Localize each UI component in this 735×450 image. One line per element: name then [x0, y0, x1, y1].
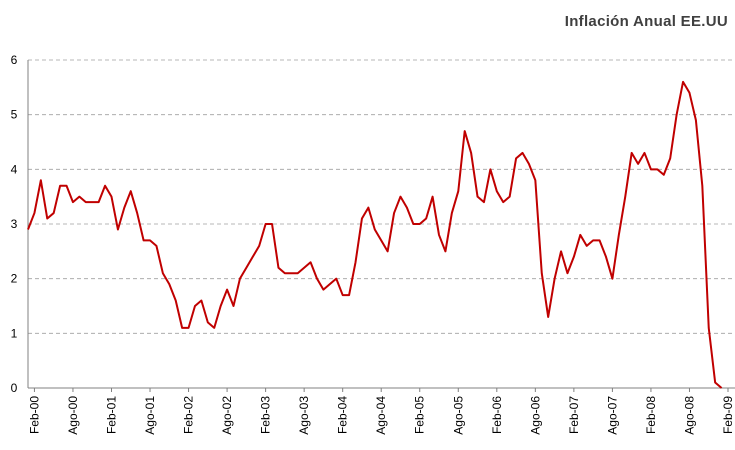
x-tick-label: Ago-01: [143, 396, 157, 435]
y-tick-label: 3: [11, 217, 18, 231]
x-tick-label: Feb-06: [490, 396, 504, 434]
x-tick-label: Ago-08: [682, 396, 696, 435]
y-tick-label: 6: [11, 53, 18, 67]
y-tick-label: 4: [11, 162, 18, 176]
x-tick-label: Feb-07: [567, 396, 581, 434]
x-tick-label: Feb-04: [336, 396, 350, 434]
y-tick-label: 5: [11, 108, 18, 122]
x-tick-label: Ago-02: [220, 396, 234, 435]
x-tick-label: Ago-07: [605, 396, 619, 435]
x-tick-label: Ago-04: [374, 396, 388, 435]
x-tick-label: Feb-03: [259, 396, 273, 434]
line-series: [27, 80, 723, 389]
y-tick-label: 1: [11, 326, 18, 340]
x-tick-label: Ago-00: [66, 396, 80, 435]
x-tick-label: Ago-03: [297, 396, 311, 435]
x-tick-label: Feb-00: [27, 396, 41, 434]
x-tick-label: Feb-01: [104, 396, 118, 434]
x-tick-label: Feb-02: [182, 396, 196, 434]
x-tick-label: Ago-06: [528, 396, 542, 435]
x-tick-label: Ago-05: [451, 396, 465, 435]
y-tick-label: 2: [11, 272, 18, 286]
x-tick-label: Feb-05: [413, 396, 427, 434]
y-tick-label: 0: [11, 381, 18, 395]
x-tick-label: Feb-08: [644, 396, 658, 434]
x-tick-label: Feb-09: [721, 396, 735, 434]
chart-title: Inflación Anual EE.UU: [565, 13, 728, 30]
